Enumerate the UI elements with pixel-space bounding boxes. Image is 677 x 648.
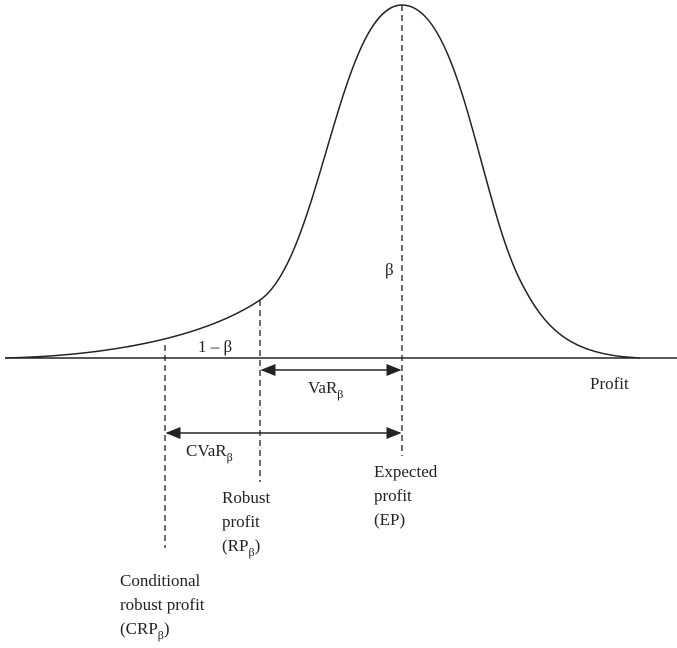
- distribution-curve: [4, 4, 641, 359]
- profit-label: Profit: [590, 374, 629, 393]
- ep-line2: profit: [374, 486, 412, 505]
- crp-line1: Conditional: [120, 571, 201, 590]
- crp-line2: robust profit: [120, 595, 205, 614]
- ep-line1: Expected: [374, 462, 438, 481]
- cvar-label: CVaRβ: [186, 441, 233, 464]
- ep-line3: (EP): [374, 510, 405, 529]
- beta-label: β: [385, 260, 394, 279]
- rp-line3: (RPβ): [222, 536, 260, 559]
- one-minus-beta-label: 1 – β: [198, 337, 232, 356]
- var-label: VaRβ: [308, 378, 343, 401]
- crp-line3: (CRPβ): [120, 619, 170, 642]
- rp-line1: Robust: [222, 488, 270, 507]
- rp-line2: profit: [222, 512, 260, 531]
